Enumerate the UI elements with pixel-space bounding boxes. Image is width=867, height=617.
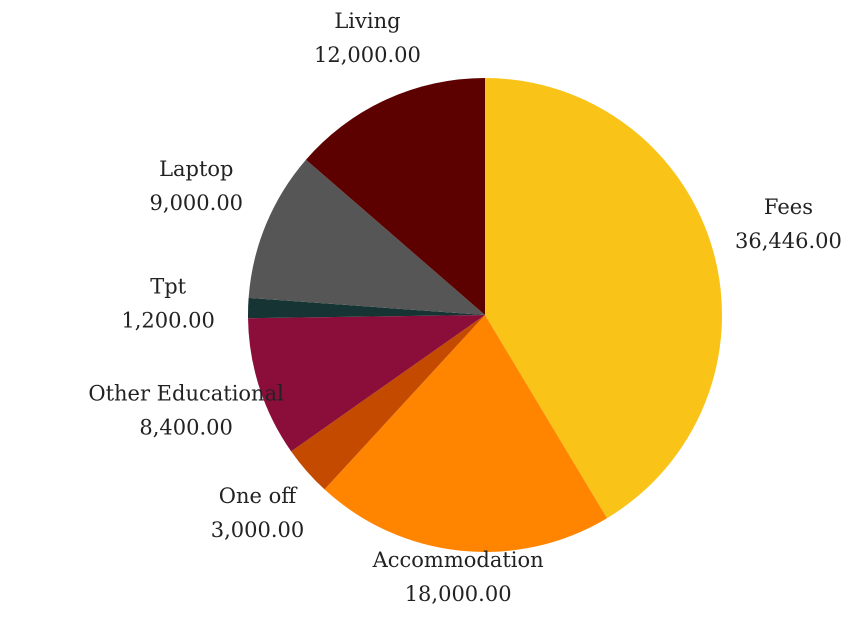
slice-label: Accommodation (372, 548, 544, 572)
slice-value-label: 1,200.00 (121, 309, 215, 333)
slice-value-label: 36,446.00 (735, 229, 842, 253)
slice-value-label: 9,000.00 (150, 191, 244, 215)
slice-label: Tpt (150, 275, 186, 299)
pie-slice (248, 315, 485, 452)
slice-label: Fees (764, 195, 813, 219)
slice-value-label: 12,000.00 (314, 43, 421, 67)
pie-slice (324, 315, 607, 552)
pie-slice (248, 159, 485, 315)
pie-slice (291, 315, 485, 490)
slice-value-label: 3,000.00 (211, 518, 305, 542)
slice-label: Laptop (159, 157, 233, 181)
pie-slice (485, 78, 722, 519)
slice-label: One off (219, 484, 298, 508)
slice-label: Living (334, 9, 400, 33)
pie-slice (305, 78, 485, 315)
slice-value-label: 8,400.00 (139, 415, 233, 439)
slice-label: Other Educational (88, 381, 284, 405)
pie-slice (248, 297, 485, 319)
slice-value-label: 18,000.00 (405, 582, 512, 606)
